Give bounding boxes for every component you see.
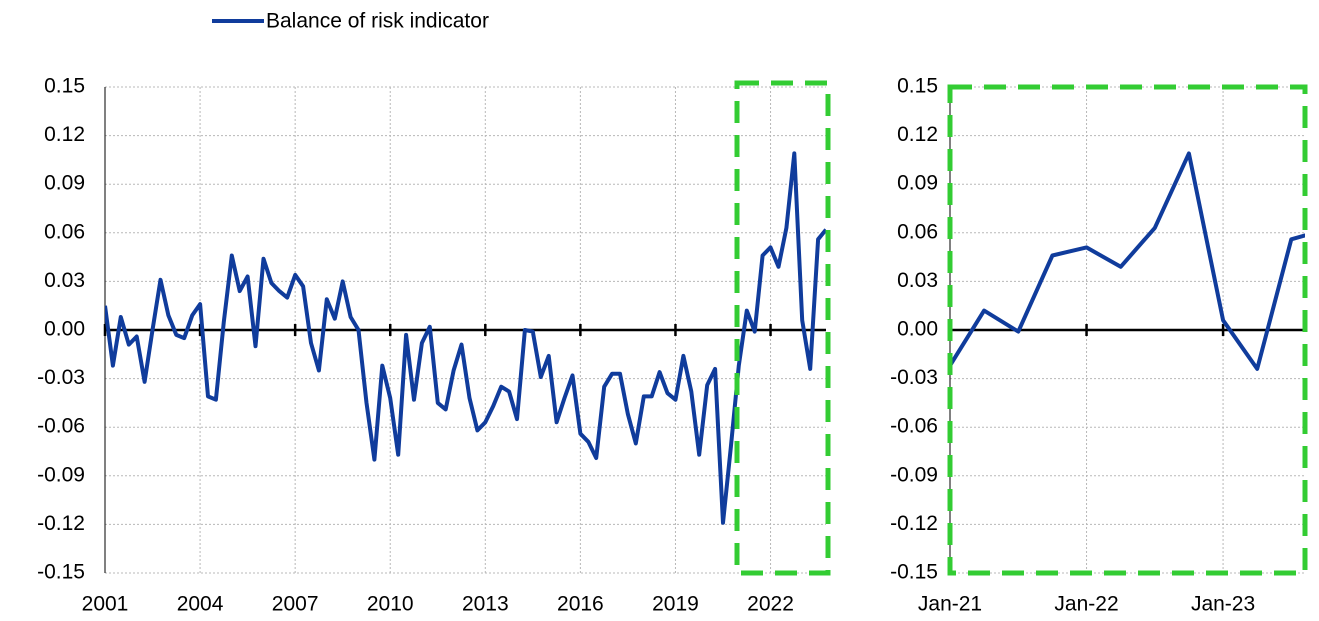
y-tick-label: 0.03 <box>897 269 938 292</box>
highlight-box <box>734 80 831 576</box>
x-tick-label: Jan-22 <box>1054 593 1118 616</box>
y-tick-label: 0.00 <box>897 318 938 341</box>
y-tick-label: 0.06 <box>897 220 938 243</box>
y-tick-label: -0.03 <box>37 366 85 389</box>
x-tick-label: 2016 <box>557 593 604 616</box>
y-tick-label: -0.15 <box>37 561 85 584</box>
data-line <box>950 151 1305 371</box>
x-tick-label: 2022 <box>747 593 794 616</box>
legend-label: Balance of risk indicator <box>266 10 489 33</box>
y-tick-label: 0.09 <box>897 172 938 195</box>
y-tick-label: -0.15 <box>890 561 938 584</box>
y-tick-label: -0.03 <box>890 366 938 389</box>
y-tick-label: 0.06 <box>44 220 85 243</box>
y-tick-label: -0.12 <box>890 512 938 535</box>
x-tick-label: Jan-21 <box>918 593 982 616</box>
x-tick-label: 2013 <box>462 593 509 616</box>
y-tick-label: -0.06 <box>890 415 938 438</box>
y-tick-label: 0.00 <box>44 318 85 341</box>
y-tick-label: 0.09 <box>44 172 85 195</box>
y-tick-label: 0.15 <box>897 75 938 98</box>
y-tick-label: -0.09 <box>890 463 938 486</box>
x-tick-label: 2007 <box>272 593 319 616</box>
x-tick-label: Jan-23 <box>1191 593 1255 616</box>
y-tick-label: -0.12 <box>37 512 85 535</box>
y-tick-label: 0.12 <box>44 123 85 146</box>
y-tick-label: 0.15 <box>44 75 85 98</box>
y-tick-label: 0.03 <box>44 269 85 292</box>
y-tick-label: 0.12 <box>897 123 938 146</box>
x-tick-label: 2019 <box>652 593 699 616</box>
y-tick-label: -0.06 <box>37 415 85 438</box>
highlight-box <box>947 84 1308 576</box>
x-tick-label: 2004 <box>177 593 224 616</box>
plots: 0.15 0.12 0.09 0.06 0.03 0.00 -0.03 -0.06 -0.09 -… <box>37 10 1305 616</box>
y-tick-label: -0.09 <box>37 463 85 486</box>
x-tick-label: 2010 <box>367 593 414 616</box>
data-line <box>105 151 826 525</box>
x-tick-label: 2001 <box>82 593 129 616</box>
